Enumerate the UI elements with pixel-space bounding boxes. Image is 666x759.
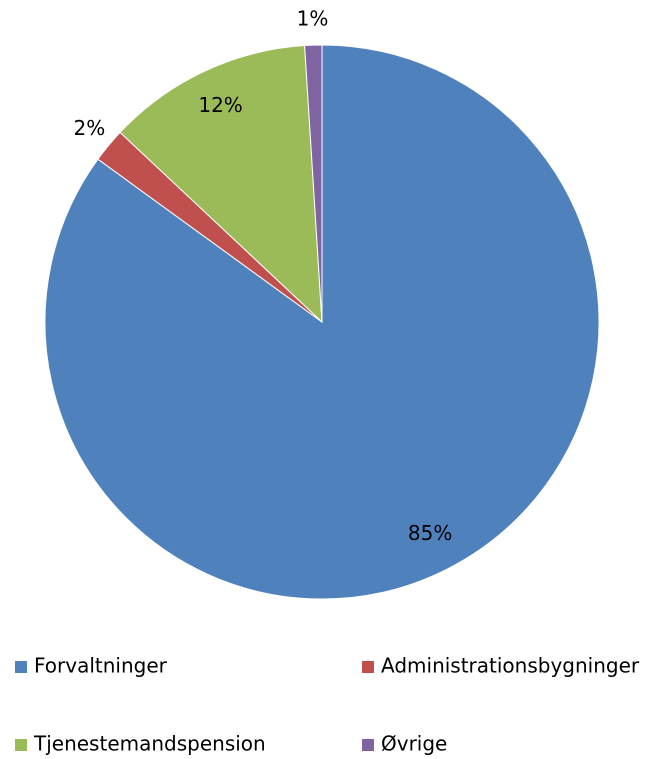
pie-slice	[119, 45, 323, 324]
data-label: 12%	[198, 93, 242, 117]
data-label: 1%	[297, 7, 329, 31]
legend-label: Forvaltninger	[34, 654, 168, 678]
legend-swatch	[15, 739, 27, 751]
data-label: 2%	[73, 116, 105, 140]
legend-label: Administrationsbygninger	[381, 654, 640, 678]
pie-slice	[304, 44, 323, 323]
legend-label: Tjenestemandspension	[33, 732, 266, 756]
legend-label: Øvrige	[381, 732, 447, 756]
legend-swatch	[362, 739, 374, 751]
data-label: 85%	[408, 521, 452, 545]
legend-swatch	[15, 661, 27, 673]
legend-swatch	[362, 661, 374, 673]
